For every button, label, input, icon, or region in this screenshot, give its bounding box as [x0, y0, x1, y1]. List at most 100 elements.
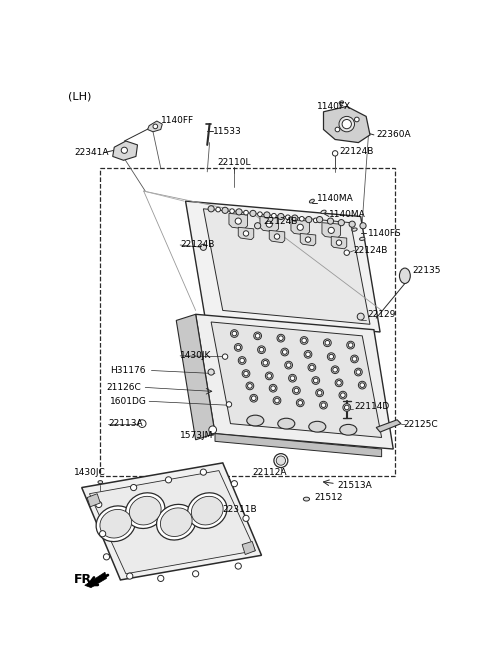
Ellipse shape	[339, 391, 347, 399]
Ellipse shape	[320, 401, 327, 409]
Ellipse shape	[309, 421, 326, 432]
Ellipse shape	[246, 382, 254, 390]
Polygon shape	[291, 220, 310, 235]
Text: 1140MA: 1140MA	[317, 194, 354, 203]
Ellipse shape	[313, 378, 318, 383]
Ellipse shape	[357, 313, 364, 320]
Polygon shape	[196, 314, 393, 449]
Polygon shape	[82, 463, 262, 580]
Text: 22360A: 22360A	[376, 130, 411, 140]
Polygon shape	[376, 420, 401, 432]
Ellipse shape	[153, 124, 157, 128]
Ellipse shape	[344, 250, 349, 256]
Ellipse shape	[360, 383, 365, 387]
Ellipse shape	[333, 367, 337, 372]
Polygon shape	[204, 209, 370, 324]
Ellipse shape	[222, 207, 228, 213]
Ellipse shape	[292, 387, 300, 395]
Ellipse shape	[247, 415, 264, 426]
Ellipse shape	[285, 361, 292, 369]
Ellipse shape	[99, 531, 106, 537]
Ellipse shape	[138, 420, 146, 428]
Polygon shape	[229, 213, 248, 229]
Ellipse shape	[243, 231, 249, 236]
Ellipse shape	[281, 348, 288, 356]
Text: 21512: 21512	[314, 493, 343, 502]
Polygon shape	[242, 542, 255, 555]
Ellipse shape	[292, 215, 298, 221]
Ellipse shape	[312, 377, 320, 385]
Ellipse shape	[297, 224, 303, 230]
Ellipse shape	[226, 402, 232, 407]
Ellipse shape	[278, 336, 283, 340]
Text: 11533: 11533	[214, 126, 242, 136]
Ellipse shape	[399, 268, 410, 283]
Ellipse shape	[166, 477, 172, 483]
Polygon shape	[322, 222, 340, 238]
Ellipse shape	[265, 372, 273, 380]
Ellipse shape	[259, 348, 264, 352]
Ellipse shape	[340, 424, 357, 435]
Text: 21513A: 21513A	[337, 481, 372, 490]
Ellipse shape	[131, 485, 137, 491]
Ellipse shape	[336, 240, 342, 246]
Ellipse shape	[242, 370, 250, 377]
Ellipse shape	[352, 357, 357, 361]
Ellipse shape	[339, 117, 355, 132]
Ellipse shape	[244, 211, 248, 215]
Ellipse shape	[232, 331, 237, 336]
Ellipse shape	[254, 332, 262, 340]
Ellipse shape	[298, 401, 302, 405]
Ellipse shape	[269, 385, 277, 392]
Ellipse shape	[231, 481, 238, 487]
Text: 22341A: 22341A	[74, 148, 108, 157]
Ellipse shape	[333, 151, 338, 156]
Ellipse shape	[255, 334, 260, 338]
Ellipse shape	[331, 366, 339, 373]
Ellipse shape	[248, 383, 252, 388]
Ellipse shape	[355, 117, 359, 122]
Ellipse shape	[335, 127, 340, 132]
Ellipse shape	[130, 496, 161, 525]
Text: 22125C: 22125C	[403, 420, 438, 429]
Ellipse shape	[240, 358, 244, 363]
Polygon shape	[211, 322, 382, 438]
Text: 22124B: 22124B	[339, 146, 373, 156]
Ellipse shape	[342, 119, 351, 128]
Ellipse shape	[288, 374, 296, 382]
Ellipse shape	[343, 404, 350, 411]
Ellipse shape	[304, 350, 312, 358]
Ellipse shape	[267, 373, 272, 378]
Ellipse shape	[286, 215, 290, 220]
Ellipse shape	[360, 222, 366, 229]
Polygon shape	[215, 434, 382, 457]
Text: (LH): (LH)	[68, 91, 91, 101]
Ellipse shape	[230, 209, 234, 213]
Ellipse shape	[208, 206, 214, 212]
Ellipse shape	[306, 216, 312, 222]
Text: 1140FS: 1140FS	[369, 229, 402, 238]
Ellipse shape	[274, 234, 280, 239]
Ellipse shape	[264, 212, 270, 218]
Ellipse shape	[336, 381, 341, 385]
Ellipse shape	[243, 515, 249, 522]
Ellipse shape	[200, 469, 206, 475]
Ellipse shape	[235, 218, 241, 224]
Ellipse shape	[126, 493, 165, 528]
Text: 1430JC: 1430JC	[74, 467, 106, 477]
Ellipse shape	[258, 346, 265, 354]
Ellipse shape	[160, 508, 192, 536]
Ellipse shape	[96, 501, 102, 508]
Polygon shape	[324, 107, 370, 142]
Ellipse shape	[340, 393, 345, 397]
Ellipse shape	[306, 352, 311, 357]
Ellipse shape	[294, 388, 299, 393]
Ellipse shape	[252, 396, 256, 401]
Polygon shape	[113, 141, 137, 160]
Ellipse shape	[247, 545, 253, 551]
Ellipse shape	[327, 218, 334, 224]
Ellipse shape	[360, 237, 365, 240]
Ellipse shape	[278, 213, 284, 220]
Ellipse shape	[236, 209, 242, 215]
Polygon shape	[176, 314, 215, 440]
